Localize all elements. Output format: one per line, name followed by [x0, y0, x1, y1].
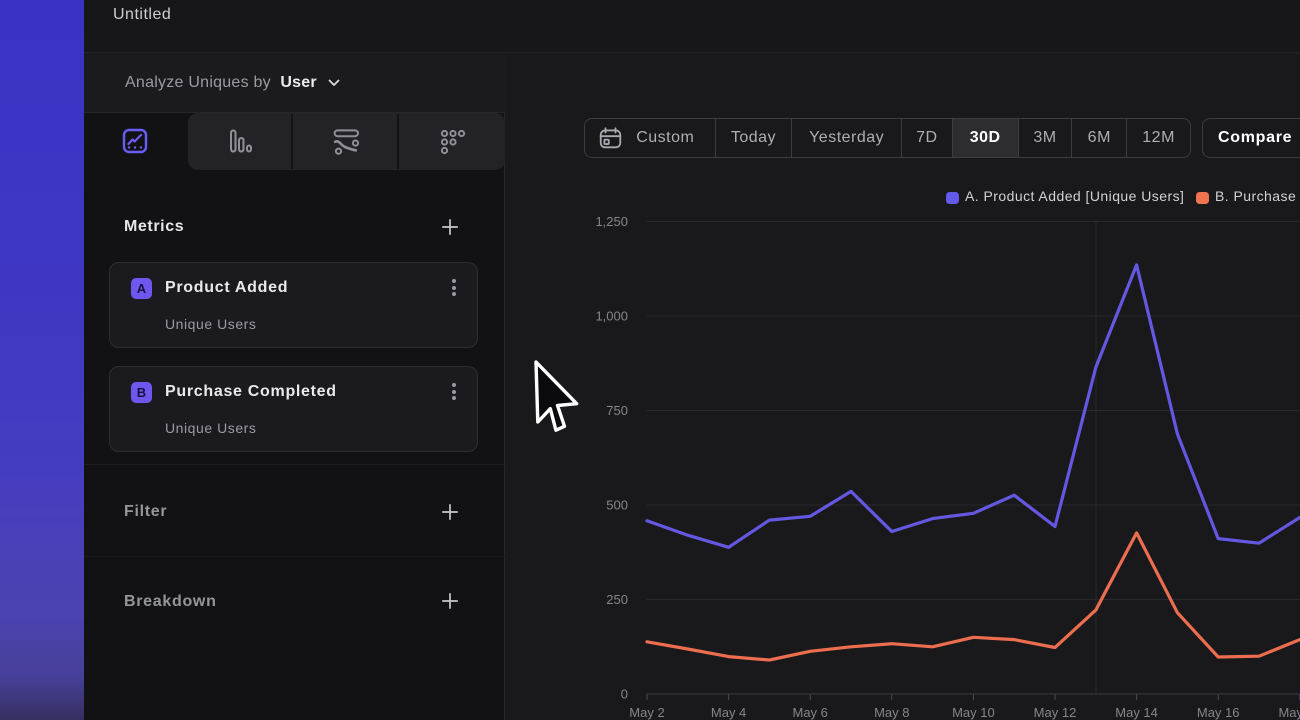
svg-text:May 18: May 18	[1278, 705, 1300, 720]
svg-text:1,000: 1,000	[595, 309, 628, 324]
svg-text:250: 250	[606, 592, 628, 607]
svg-text:May 6: May 6	[792, 705, 827, 720]
svg-text:May 4: May 4	[711, 705, 746, 720]
svg-text:0: 0	[621, 687, 628, 702]
svg-text:750: 750	[606, 403, 628, 418]
svg-text:May 10: May 10	[952, 705, 995, 720]
svg-text:May 12: May 12	[1034, 705, 1077, 720]
svg-text:May 8: May 8	[874, 705, 909, 720]
svg-text:May 14: May 14	[1115, 705, 1158, 720]
svg-text:500: 500	[606, 498, 628, 513]
svg-text:1,250: 1,250	[595, 214, 628, 229]
svg-text:May 2: May 2	[629, 705, 664, 720]
svg-text:May 16: May 16	[1197, 705, 1240, 720]
